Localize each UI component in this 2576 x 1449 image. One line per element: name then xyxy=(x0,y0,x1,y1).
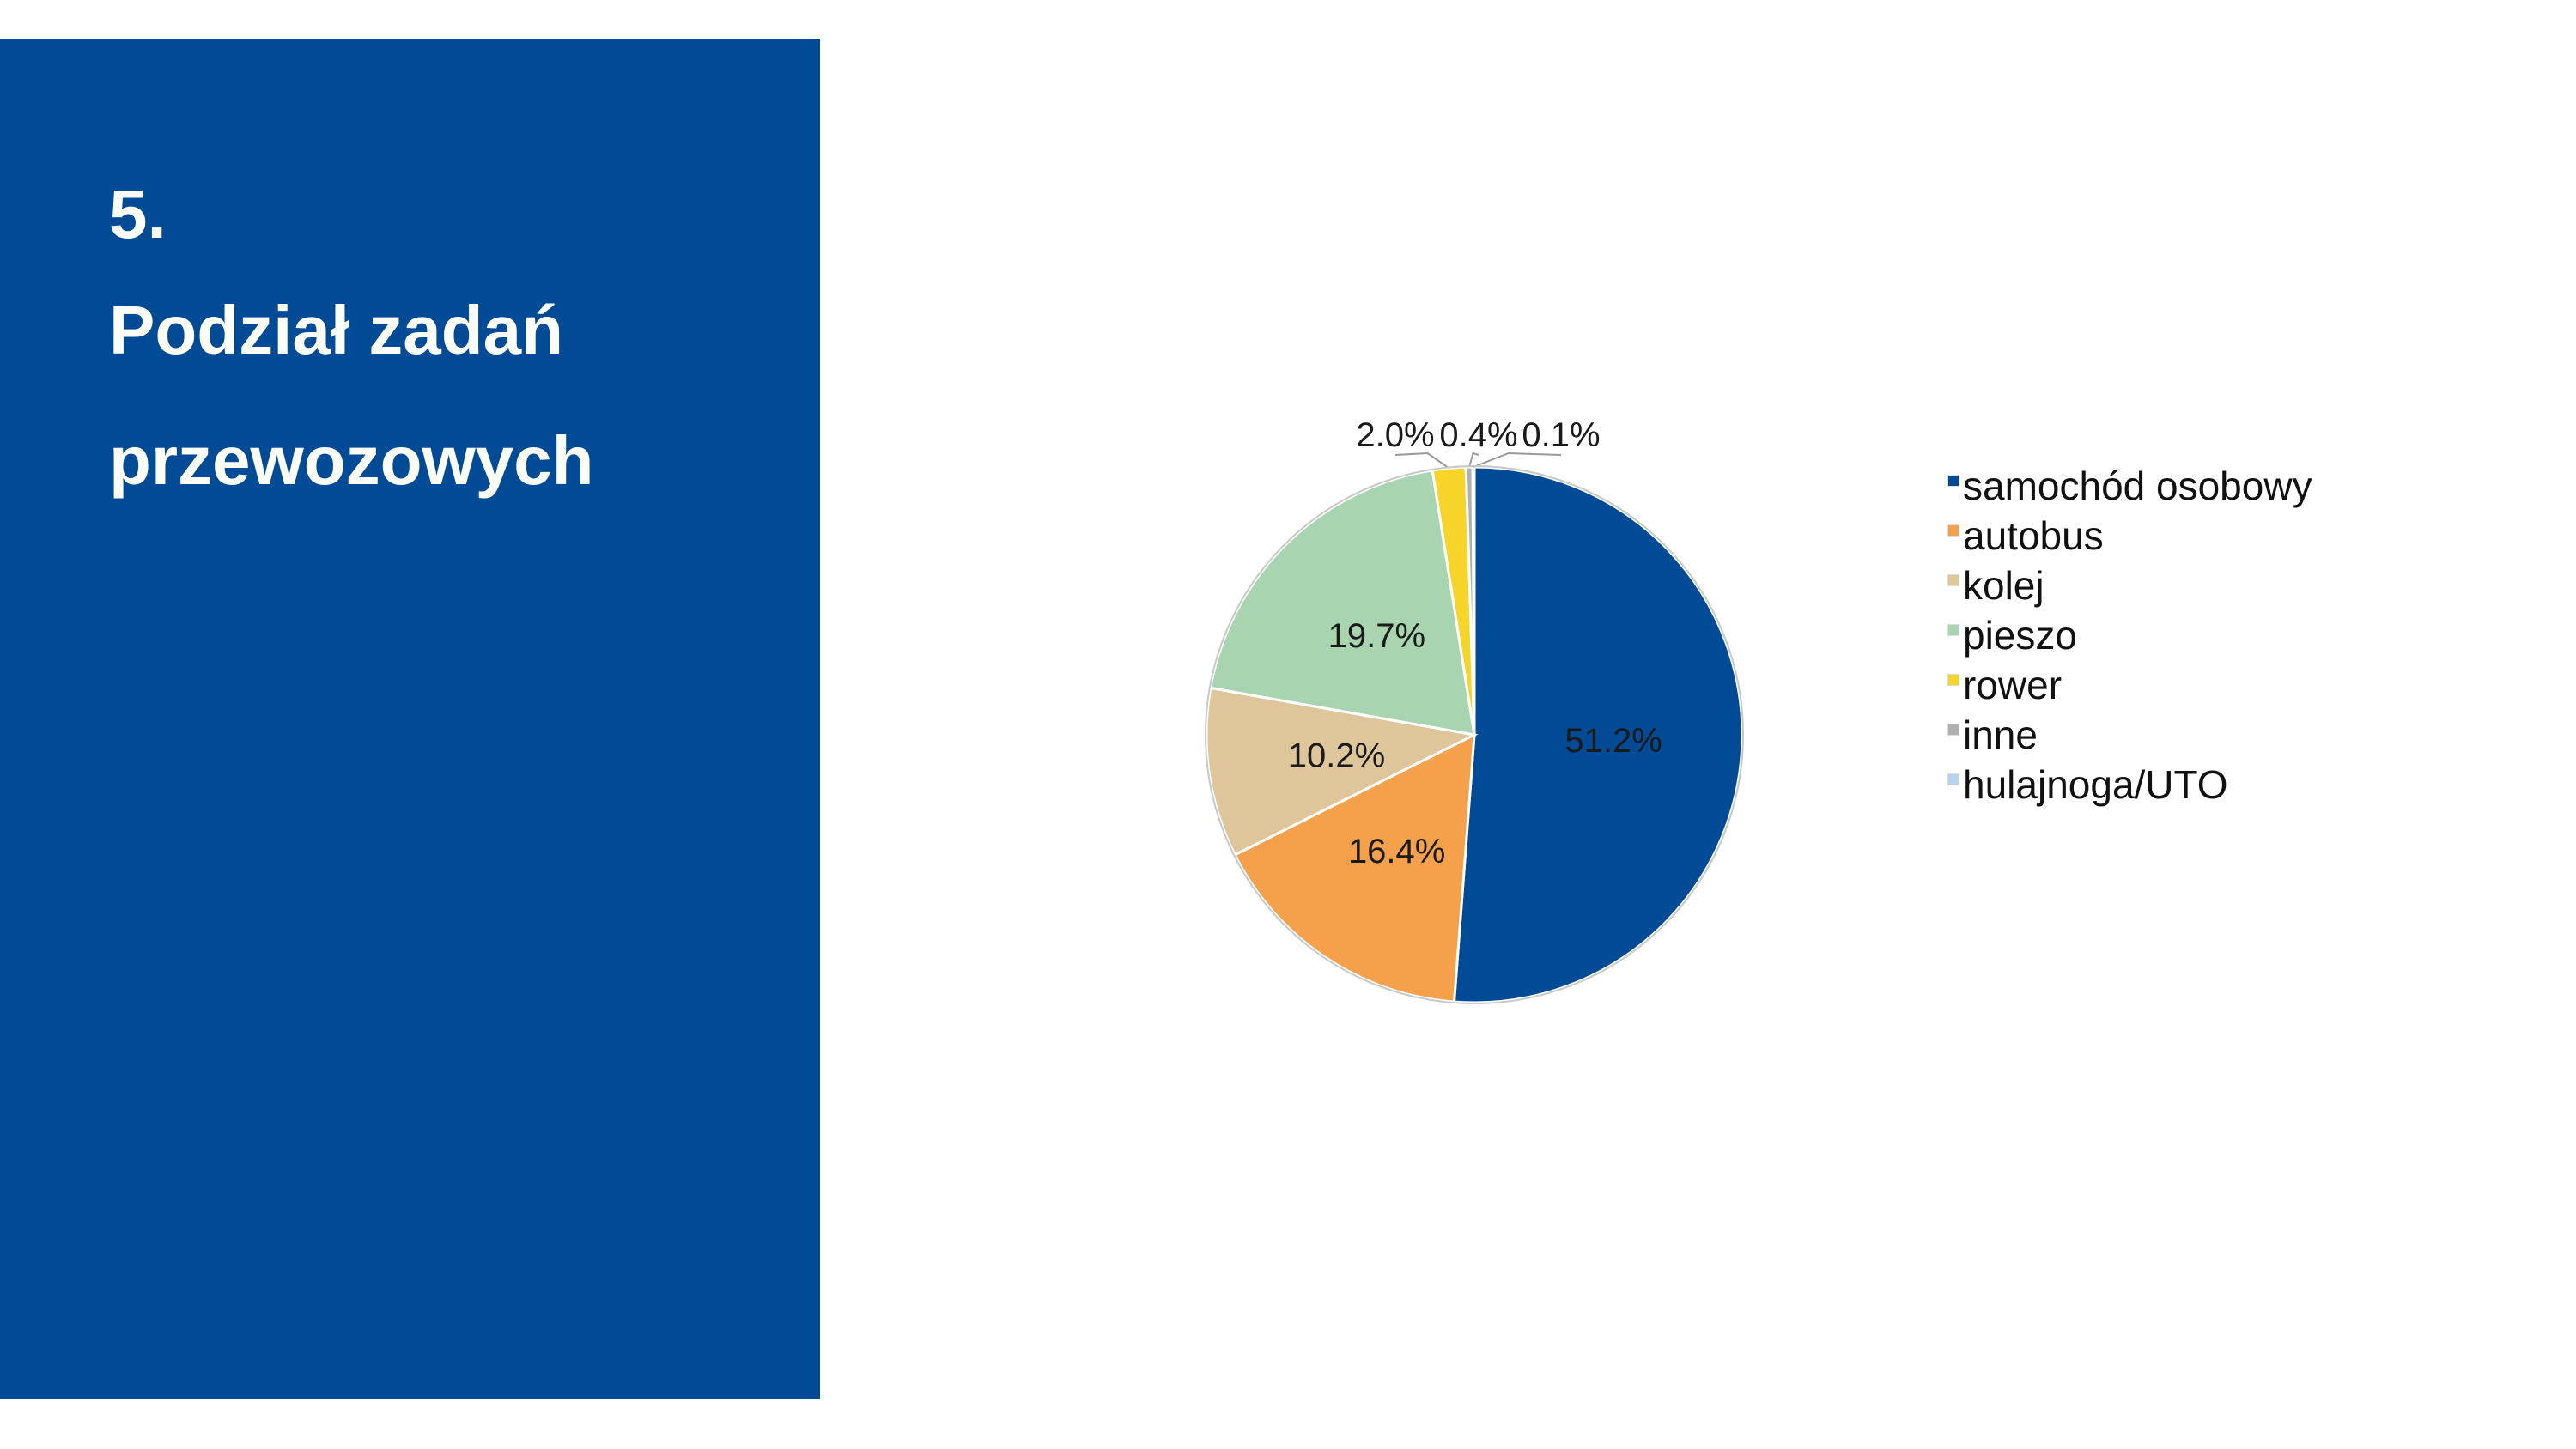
legend-swatch xyxy=(1947,773,1959,785)
legend-item: autobus xyxy=(1947,516,2104,555)
pie-leader-line xyxy=(1468,452,1479,468)
legend-swatch xyxy=(1947,723,1959,736)
legend-label: autobus xyxy=(1963,513,2104,558)
pie-outline xyxy=(1205,465,1744,1004)
legend-swatch xyxy=(1947,573,1959,586)
section-title-line-1: Podział zadań xyxy=(109,292,563,368)
section-number: 5. xyxy=(109,176,167,252)
legend-item: samochód osobowy xyxy=(1947,466,2312,506)
pie-data-label: 0.1% xyxy=(1522,416,1600,454)
legend-label: samochód osobowy xyxy=(1963,464,2312,508)
title-panel xyxy=(0,39,820,1399)
legend-item: rower xyxy=(1947,665,2062,705)
legend-swatch xyxy=(1947,673,1959,686)
legend-item: inne xyxy=(1947,715,2038,755)
legend-item: pieszo xyxy=(1947,615,2077,655)
pie-data-label: 51.2% xyxy=(1564,722,1662,760)
legend-swatch xyxy=(1947,623,1959,636)
pie-leader-line xyxy=(1473,452,1562,468)
legend-swatch xyxy=(1947,524,1959,537)
pie-data-label: 19.7% xyxy=(1328,617,1425,655)
legend-label: kolej xyxy=(1963,563,2044,608)
legend-item: kolej xyxy=(1947,566,2044,605)
pie-slice-pieszo xyxy=(1209,469,1476,737)
pie-data-label: 10.2% xyxy=(1288,737,1385,774)
section-title-line-2: przewozowych xyxy=(109,422,594,499)
pie-data-label: 2.0% xyxy=(1356,416,1434,454)
pie-slice-samoch-d-osobowy xyxy=(1452,465,1744,1004)
legend-label: rower xyxy=(1963,663,2063,707)
legend-label: inne xyxy=(1963,712,2038,757)
pie-leader-line xyxy=(1394,452,1450,470)
pie-data-label: 16.4% xyxy=(1348,833,1445,870)
legend-label: hulajnoga/UTO xyxy=(1963,762,2228,807)
legend-label: pieszo xyxy=(1963,613,2077,658)
pie-slice-kolej xyxy=(1205,686,1479,857)
legend-item: hulajnoga/UTO xyxy=(1947,765,2228,804)
legend-swatch xyxy=(1947,474,1959,487)
pie-data-label: 0.4% xyxy=(1439,416,1517,454)
pie-slice-autobus xyxy=(1233,732,1476,1003)
pie-slice-hulajnoga-uto xyxy=(1471,465,1476,736)
